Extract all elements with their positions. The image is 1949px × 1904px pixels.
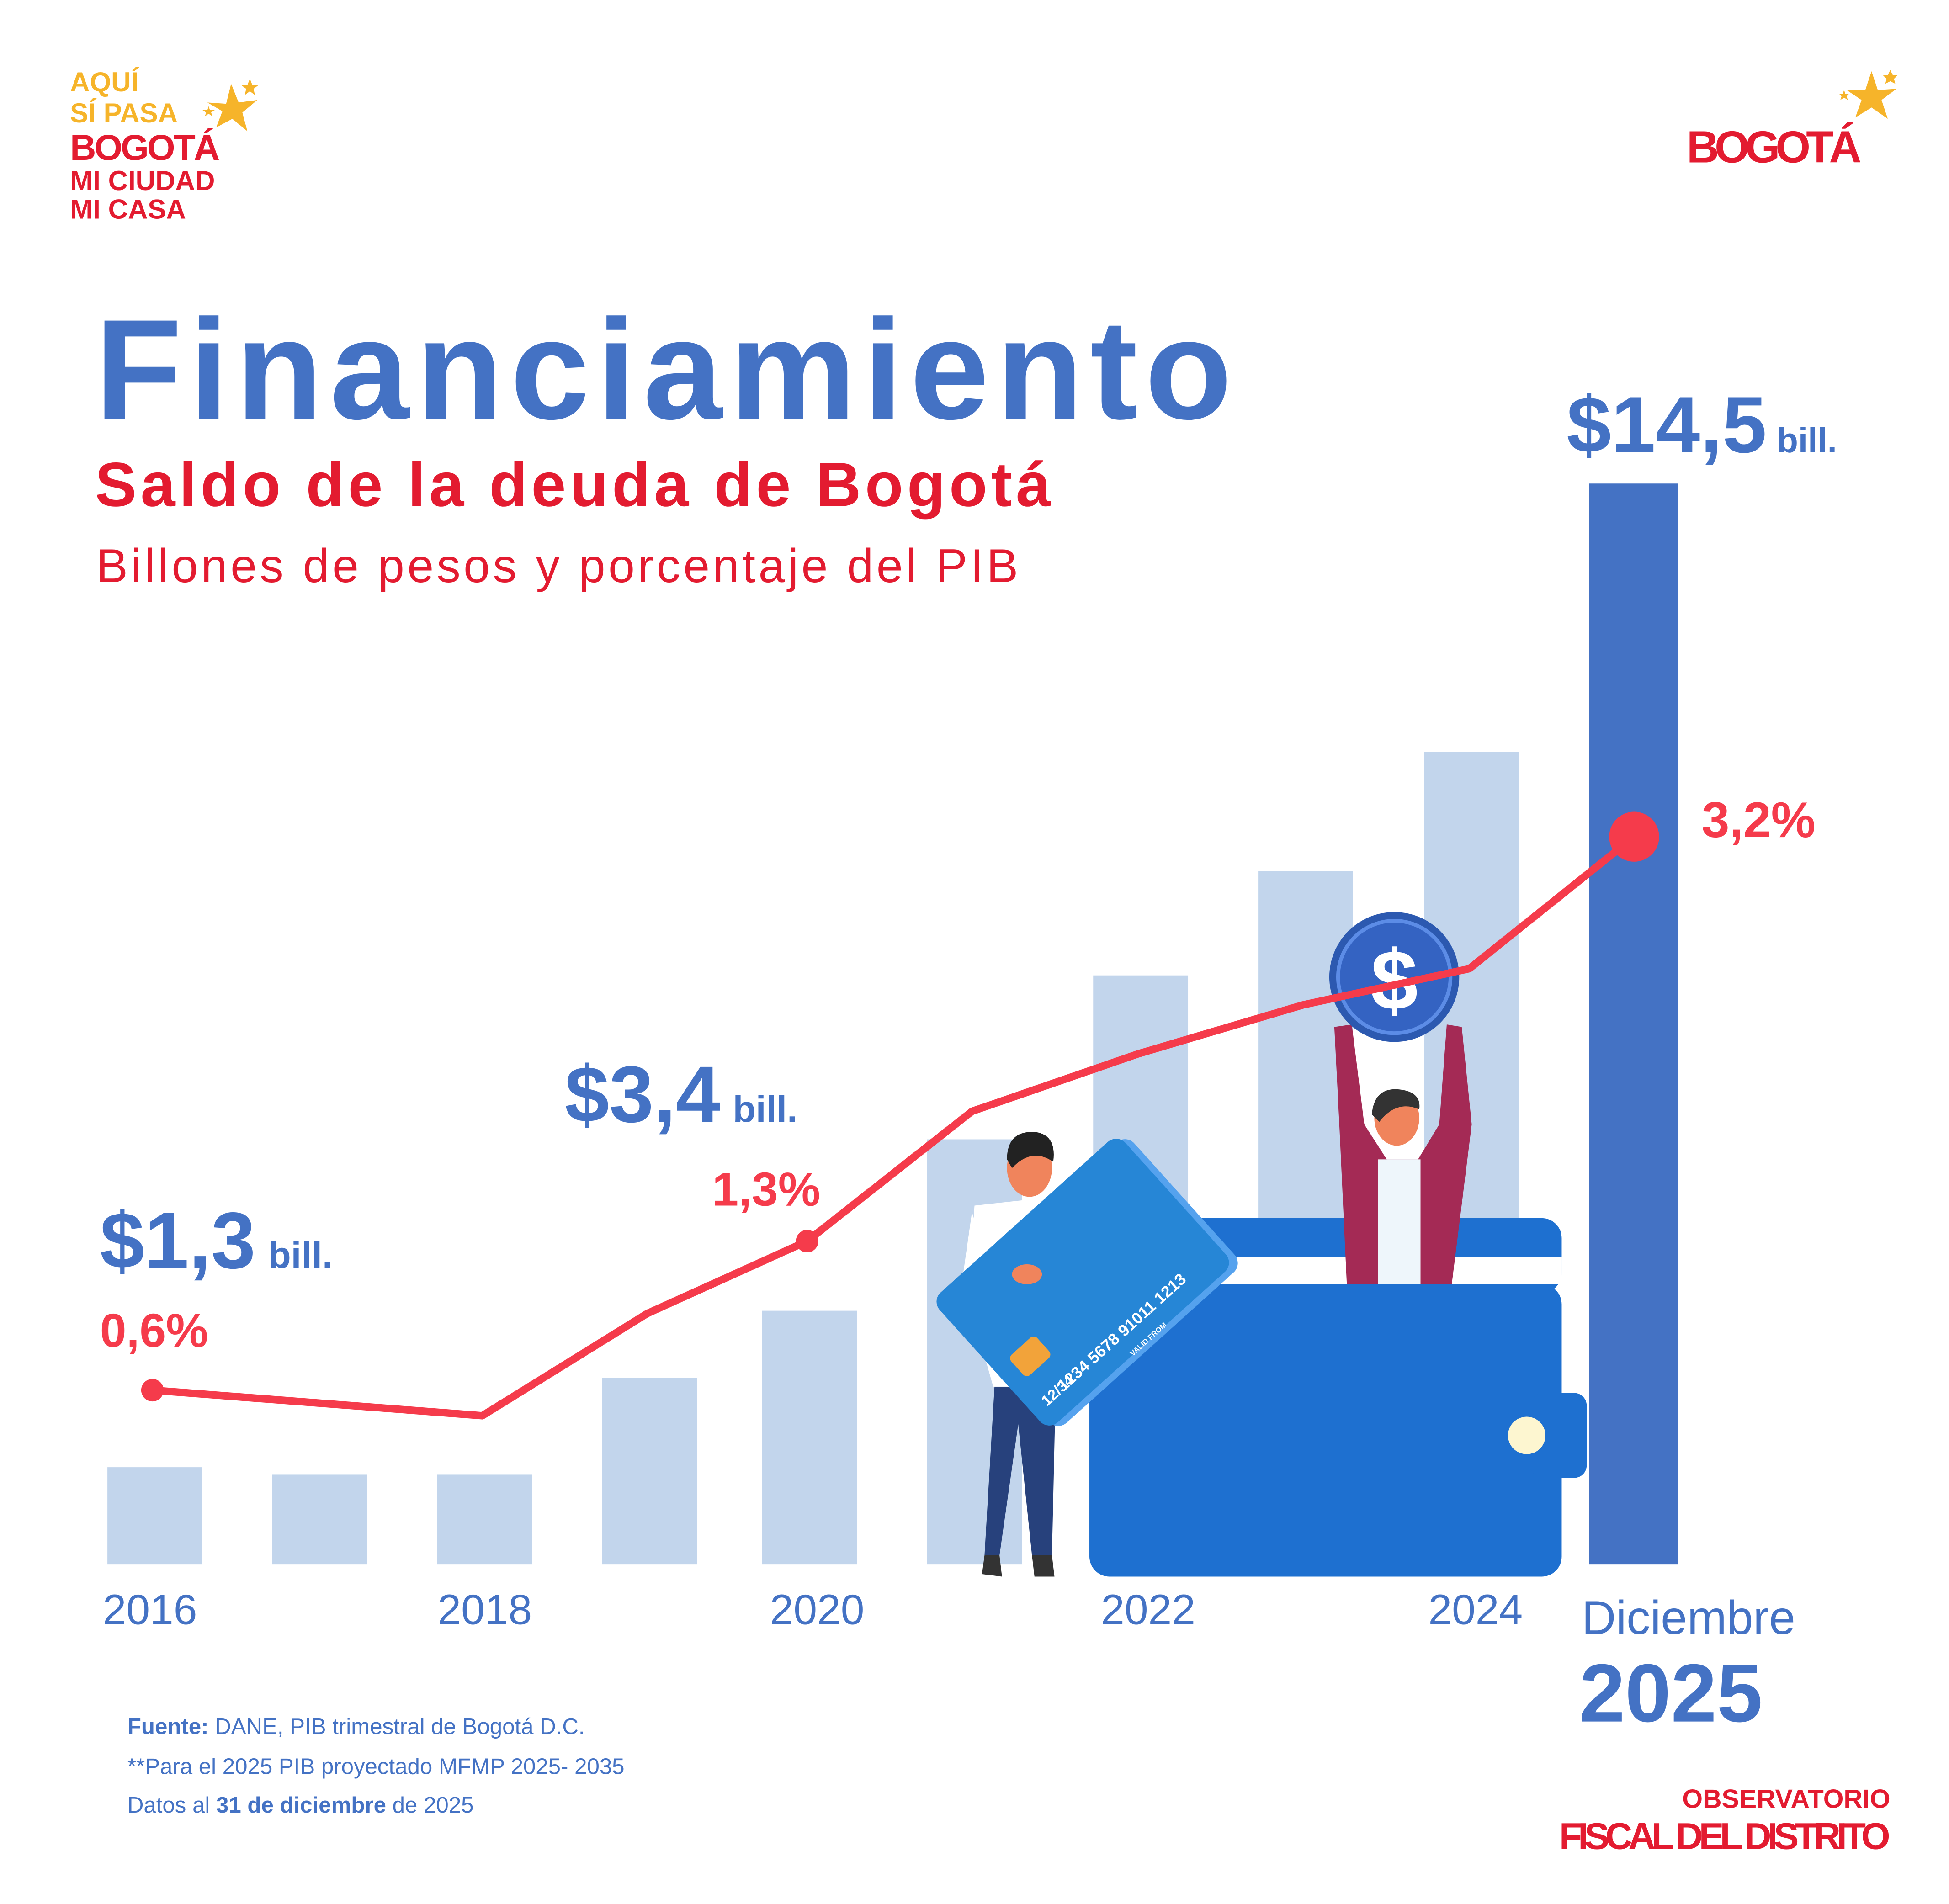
line-point-2025 (1609, 811, 1659, 862)
date-prefix: Datos al (127, 1793, 216, 1818)
star-icon (202, 106, 215, 117)
source-label: Fuente: (127, 1714, 209, 1739)
star-icon (207, 84, 258, 132)
star-icon (241, 79, 259, 95)
logo-line: MI CIUDAD (70, 165, 215, 196)
line-label-2025: 3,2% (1702, 792, 1816, 848)
card-chip-icon (1010, 1336, 1051, 1376)
bogota-logo: BOGOTÁ (1687, 70, 1898, 172)
x-tick-label-year: 2025 (1579, 1648, 1763, 1740)
date-bold: 31 de diciembre (216, 1793, 386, 1818)
brand-line1: OBSERVATORIO (1682, 1784, 1890, 1814)
line-label-2016: 0,6% (100, 1304, 208, 1357)
bar-unit: bill. (268, 1235, 333, 1276)
star-icon (1839, 90, 1849, 100)
x-tick-label: 2020 (770, 1586, 865, 1633)
bar-unit: bill. (733, 1088, 797, 1130)
bar-2017 (272, 1474, 367, 1565)
x-tick-label: 2022 (1101, 1586, 1195, 1633)
x-tick-label: 2024 (1428, 1586, 1523, 1633)
logo-line: BOGOTÁ (70, 127, 220, 168)
bogota-logo-text: BOGOTÁ (1687, 122, 1862, 172)
bar-2019 (602, 1378, 697, 1565)
footer-notes: Fuente: DANE, PIB trimestral de Bogotá D… (127, 1714, 625, 1818)
line-point-2020 (796, 1230, 818, 1252)
bar-value: $1,3 (100, 1196, 256, 1285)
bar-label-2020: $3,4 bill. (565, 1050, 797, 1139)
logo-line: AQUÍ (70, 67, 140, 97)
person-with-coin: $ (1329, 912, 1472, 1284)
x-tick-label: 2018 (437, 1586, 532, 1633)
bar-2020 (762, 1310, 857, 1565)
page-subtitle: Saldo de la deuda de Bogotá (95, 449, 1051, 519)
star-icon (1846, 71, 1897, 119)
date-note: Datos al 31 de diciembre de 2025 (127, 1793, 474, 1818)
projection-note: **Para el 2025 PIB proyectado MFMP 2025-… (127, 1754, 625, 1779)
bar-2025 (1589, 483, 1678, 1565)
logo-line: SÍ PASA (70, 98, 178, 128)
data-labels: $1,3 bill. 0,6% $3,4 bill. 1,3% $14,5 bill.… (100, 381, 1837, 1358)
page-description: Billones de pesos y porcentaje del PIB (96, 540, 1019, 593)
bar-2016 (107, 1467, 202, 1565)
line-label-2020: 1,3% (712, 1163, 820, 1216)
page-title: Financiamiento (95, 290, 1232, 449)
bar-value: $3,4 (565, 1050, 721, 1139)
brand-line2: FISCAL DEL DISTRITO (1559, 1815, 1891, 1857)
aqui-si-pasa-logo: AQUÍ SÍ PASA BOGOTÁ MI CIUDAD MI CASA (70, 67, 259, 225)
observatorio-logo: OBSERVATORIO FISCAL DEL DISTRITO (1559, 1784, 1891, 1857)
bar-label-2016: $1,3 bill. (100, 1196, 333, 1285)
pib-percentage-line (152, 833, 1637, 1420)
date-suffix: de 2025 (386, 1793, 474, 1818)
source-text: DANE, PIB trimestral de Bogotá D.C. (209, 1714, 585, 1739)
x-tick-label: 2016 (103, 1586, 197, 1633)
bar-value: $14,5 (1567, 381, 1767, 470)
logo-line: MI CASA (70, 194, 186, 225)
line-point-2016 (141, 1379, 164, 1402)
star-icon (1883, 70, 1898, 84)
x-axis: 2016 2018 2020 2022 2024 Diciembre 2025 (103, 1586, 1795, 1739)
illustration: $ 1234 5678 91011 1213 VALID FROM 12/34 (936, 912, 1587, 1577)
source-note: Fuente: DANE, PIB trimestral de Bogotá D… (127, 1714, 585, 1739)
line-series (141, 811, 1659, 1420)
x-tick-label-month: Diciembre (1582, 1591, 1795, 1644)
bar-2018 (437, 1474, 532, 1565)
bar-label-2025: $14,5 bill. (1567, 381, 1837, 470)
bar-unit: bill. (1777, 421, 1837, 460)
